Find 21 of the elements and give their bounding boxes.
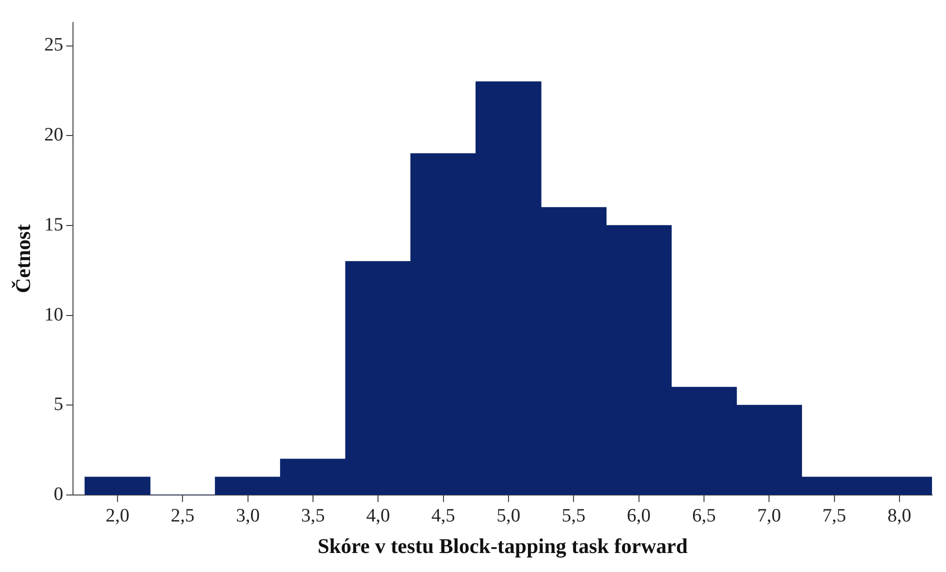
x-tick-label: 2,0 [106, 505, 130, 526]
x-tick-label: 5,0 [496, 505, 520, 526]
y-tick-label: 25 [44, 34, 64, 56]
y-tick-label: 0 [54, 484, 64, 505]
x-axis-title: Skóre v testu Block-tapping task forward [318, 534, 688, 558]
y-tick-label: 5 [54, 394, 64, 416]
x-tick-label: 7,5 [822, 505, 846, 526]
x-tick-label: 6,0 [626, 505, 651, 526]
y-axis-title: Četnost [11, 224, 36, 294]
x-tick-label: 4,5 [431, 505, 456, 526]
y-tick-label: 15 [44, 214, 64, 236]
x-tick-label: 8,0 [888, 505, 912, 526]
x-tick-label: 4,0 [366, 505, 390, 526]
y-tick-label: 10 [44, 304, 64, 326]
x-tick-label: 6,5 [692, 505, 716, 526]
x-tick-label: 2,5 [170, 505, 195, 526]
y-tick-label: 20 [44, 124, 64, 146]
x-tick-label: 3,0 [236, 505, 260, 526]
x-tick-label: 7,0 [757, 505, 781, 526]
x-tick-label: 3,5 [301, 505, 325, 526]
x-tick-label: 5,5 [562, 505, 586, 526]
